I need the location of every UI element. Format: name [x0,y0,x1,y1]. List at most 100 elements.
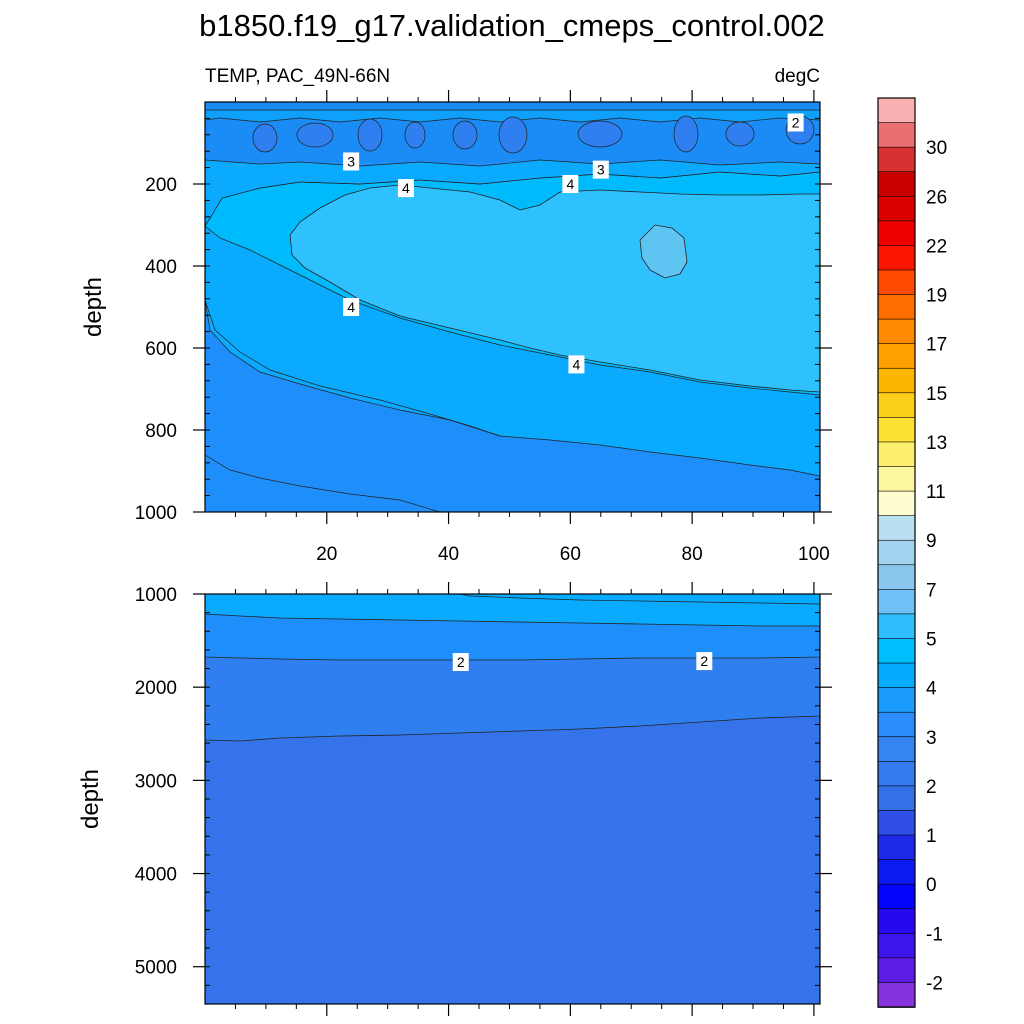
upper-deep-contour [205,454,441,512]
colorbar-label: 13 [926,433,947,454]
colorbar-label: 26 [926,187,947,208]
colorbar-swatch [877,564,916,591]
colorbar-label: 2 [926,777,937,798]
units-subtitle: degC [775,66,820,87]
colorbar-swatch [877,982,916,1008]
colorbar-swatch [877,97,916,124]
colorbar-swatch [877,932,916,959]
upper-cold-eddies [252,115,815,154]
colorbar-swatch [877,908,916,935]
lower-contour-fill [205,594,820,1004]
colorbar-label: 17 [926,335,947,356]
colorbar-swatch [877,441,916,468]
colorbar-swatch [877,294,916,320]
colorbar-swatch [877,687,916,713]
upper-contour-label: 4 [402,180,410,196]
upper-y-tick-label: 400 [145,257,177,278]
left-subtitle: TEMP, PAC_49N-66N [205,66,390,87]
upper-y-tick-label: 1000 [135,503,177,524]
upper-contour-label: 3 [597,162,605,178]
colorbar-swatch [877,392,916,419]
upper-contour-label: 2 [792,115,800,131]
upper-plot-frame [204,101,821,513]
upper-y-tick-label: 800 [145,421,177,442]
colorbar-swatch [877,466,916,492]
upper-warm-blob [639,224,688,279]
lower-y-tick-label: 4000 [135,865,177,886]
colorbar-swatch [877,245,916,271]
colorbar-swatch [877,269,916,296]
colorbar-swatch [877,195,916,222]
lower-contour-label: 2 [700,653,708,669]
colorbar-label: 0 [926,875,937,896]
upper-mid-contour [205,299,501,437]
colorbar-swatch [877,810,916,836]
upper-axes: 200 400 600 800 1000 20 40 60 80 100 [135,90,832,565]
upper-x-tick-label: 100 [798,544,830,565]
lower-y-tick-label: 3000 [135,771,177,792]
upper-contour-label-box [562,175,579,193]
colorbar-swatch [877,490,916,517]
lower-band-top [459,594,820,605]
upper-contour-label: 4 [566,176,574,192]
colorbar-swatch [877,417,916,443]
colorbar-label: 4 [926,679,937,700]
colorbar-swatch [877,613,916,640]
lower-y-axis-label: depth [77,769,104,829]
colorbar-label: -2 [926,973,943,994]
lower-band-3-4 [205,594,820,627]
colorbar-label: 5 [926,629,937,650]
lower-y-tick-label: 5000 [135,958,177,979]
colorbar-swatch [877,883,916,910]
upper-thermocline [205,159,820,227]
upper-band-5-6 [289,184,820,393]
colorbar-swatch [877,859,916,885]
upper-x-tick-label: 40 [438,544,459,565]
upper-contour-label-box [343,298,360,316]
colorbar-swatch [877,343,916,370]
colorbar-label: 19 [926,286,947,307]
upper-contour-label: 4 [573,356,581,372]
colorbar-swatch [877,638,916,664]
upper-contour-label-box [397,179,414,198]
upper-contour-label-box [568,355,585,374]
colorbar-label: 15 [926,384,947,405]
upper-contour-label-box [343,152,360,171]
lower-y-tick-label: 1000 [135,585,177,606]
colorbar-frame [877,97,916,1008]
lower-y-tick-label: 2000 [135,678,177,699]
colorbar-swatch [877,785,916,812]
colorbar-swatch [877,662,916,689]
upper-y-tick-label: 200 [145,175,177,196]
upper-contour-label-box [787,113,804,132]
colorbar: 30 26 22 19 17 15 13 11 9 7 5 4 3 2 1 0 -1 -2 [877,97,947,1008]
lower-contour-label-box [452,653,469,672]
colorbar-label: 3 [926,728,937,749]
upper-y-axis-label: depth [80,277,107,337]
colorbar-swatch [877,318,916,345]
upper-y-tick-label: 600 [145,339,177,360]
colorbar-swatch [877,122,916,148]
colorbar-label: 22 [926,236,947,257]
colorbar-label: 9 [926,531,937,552]
upper-panel: 200 400 600 800 1000 20 40 60 80 100 2 3 3 4 4 4 4 dept… [80,90,832,565]
upper-x-tick-label: 80 [682,544,703,565]
colorbar-swatch [877,736,916,763]
colorbar-swatch [877,220,916,247]
lower-contour-label: 2 [457,654,465,670]
upper-x-tick-label: 60 [560,544,581,565]
lower-contour-label-box [696,652,713,671]
upper-x-tick-label: 20 [316,544,337,565]
colorbar-swatch [877,367,916,394]
colorbar-swatch [877,146,916,173]
colorbar-swatch [877,957,916,984]
colorbar-swatch [877,515,916,542]
colorbar-label: 1 [926,826,937,847]
colorbar-swatch [877,761,916,787]
colorbar-swatch [877,171,916,198]
upper-contour-label-box [592,160,609,179]
colorbar-swatch [877,539,916,566]
upper-contour-label: 3 [347,153,355,169]
